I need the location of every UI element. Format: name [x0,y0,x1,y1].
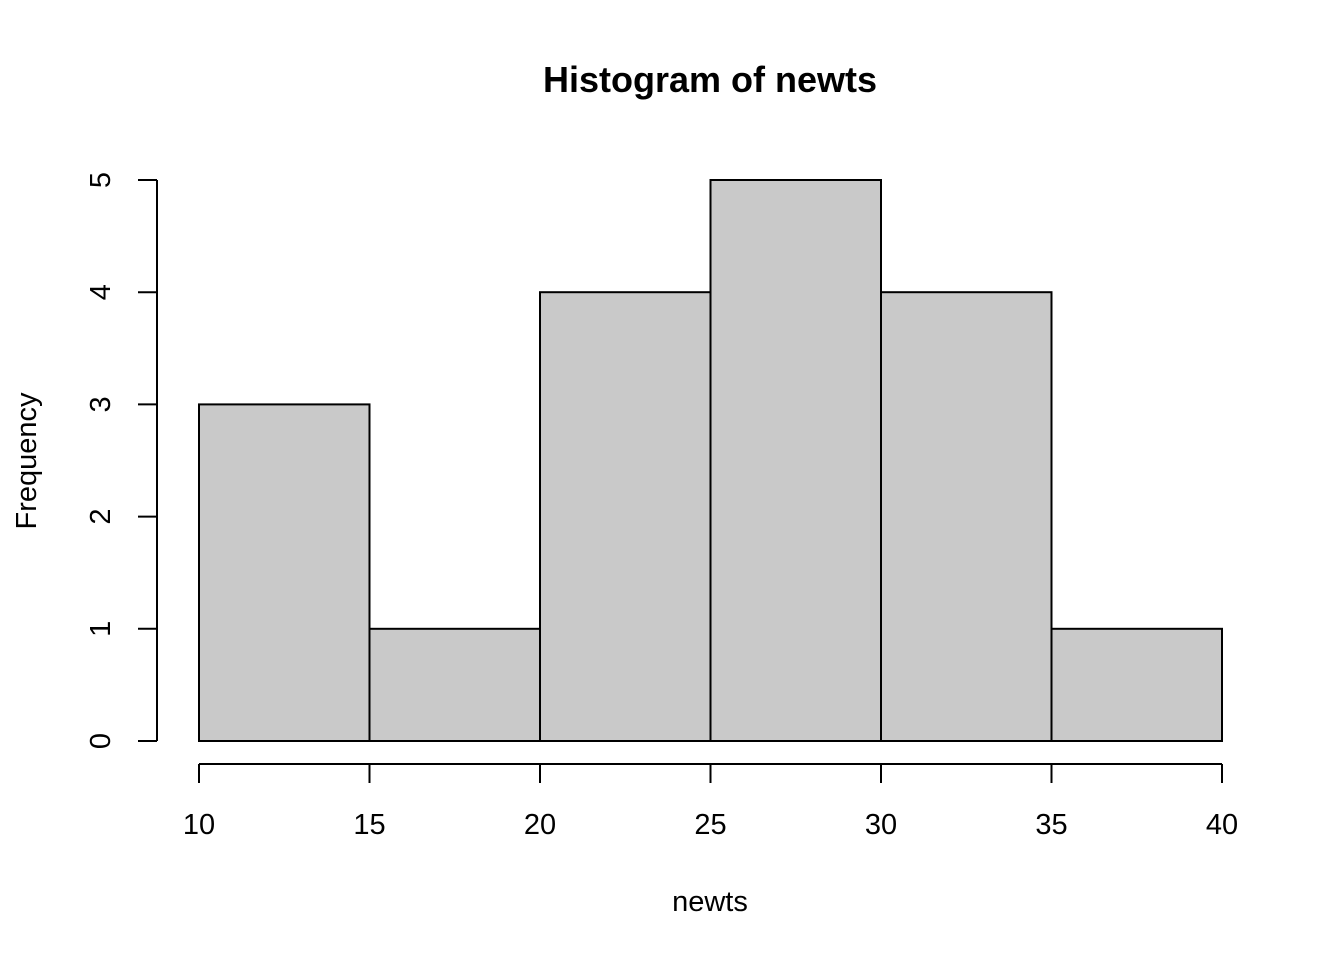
y-tick-label-3: 3 [85,396,117,412]
y-tick-label-2: 2 [85,509,117,525]
bars-group [198,179,1223,742]
histogram-bar-3 [539,291,712,742]
histogram-bar-4 [709,179,882,742]
y-axis: 0 1 2 3 4 5 [85,172,158,749]
y-tick-label-4: 4 [85,284,117,300]
x-tick-label-25: 25 [694,809,726,841]
y-axis-label: Frequency [11,392,43,530]
x-tick-label-40: 40 [1206,809,1238,841]
x-tick-label-10: 10 [183,809,215,841]
x-tick-label-15: 15 [353,809,385,841]
x-tick-label-30: 30 [865,809,897,841]
histogram-bar-5 [880,291,1053,742]
y-tick-label-1: 1 [85,621,117,637]
x-tick-label-35: 35 [1035,809,1067,841]
x-axis: 10 15 20 25 30 35 40 [183,763,1238,841]
y-tick-label-0: 0 [85,733,117,749]
y-tick-label-5: 5 [85,172,117,188]
x-tick-label-20: 20 [524,809,556,841]
x-axis-label: newts [672,886,748,918]
histogram-bar-2 [368,627,541,742]
chart-title: Histogram of newts [543,59,877,100]
histogram-bar-1 [198,403,371,742]
histogram-bar-6 [1050,627,1223,742]
